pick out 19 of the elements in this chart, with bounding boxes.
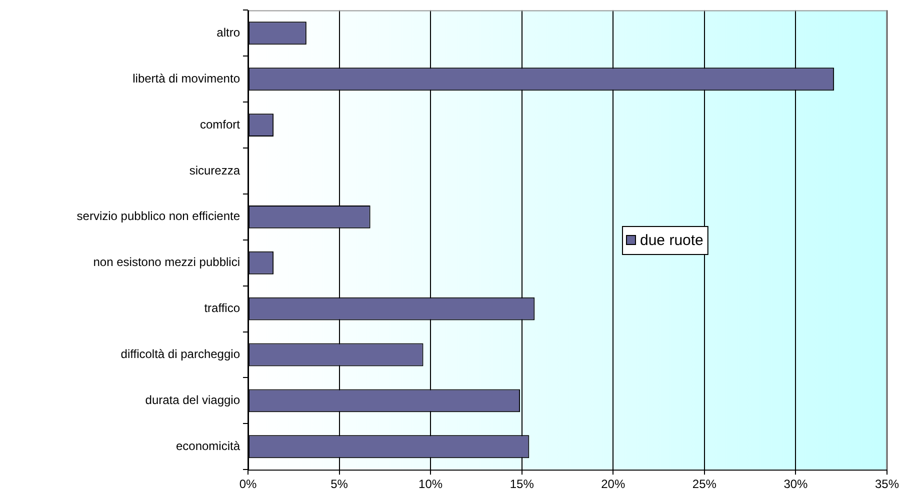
x-tick-label: 10%: [418, 477, 443, 492]
x-tick-label: 30%: [784, 477, 808, 492]
x-tick-label: 15%: [510, 477, 534, 492]
y-tick-label: traffico: [204, 301, 240, 316]
x-tick-label: 25%: [692, 477, 717, 492]
x-tick-label: 0%: [239, 477, 257, 492]
y-tick-label: sicurezza: [189, 163, 240, 178]
legend-label: due ruote: [640, 232, 704, 250]
y-tick-label: difficoltà di parcheggio: [120, 347, 240, 362]
x-tick-label: 20%: [601, 477, 626, 492]
y-tick-label: libertà di movimento: [132, 71, 240, 86]
x-tick-label: 5%: [330, 477, 348, 492]
x-tick-label: 35%: [874, 477, 900, 492]
y-tick-label: servizio pubblico non efficiente: [76, 209, 240, 224]
y-tick-label: non esistono mezzi pubblici: [93, 255, 240, 270]
y-tick-label: altro: [216, 25, 240, 40]
y-tick-label: durata del viaggio: [145, 393, 240, 408]
y-tick-label: economicità: [176, 438, 240, 453]
y-tick-label: comfort: [200, 117, 241, 132]
